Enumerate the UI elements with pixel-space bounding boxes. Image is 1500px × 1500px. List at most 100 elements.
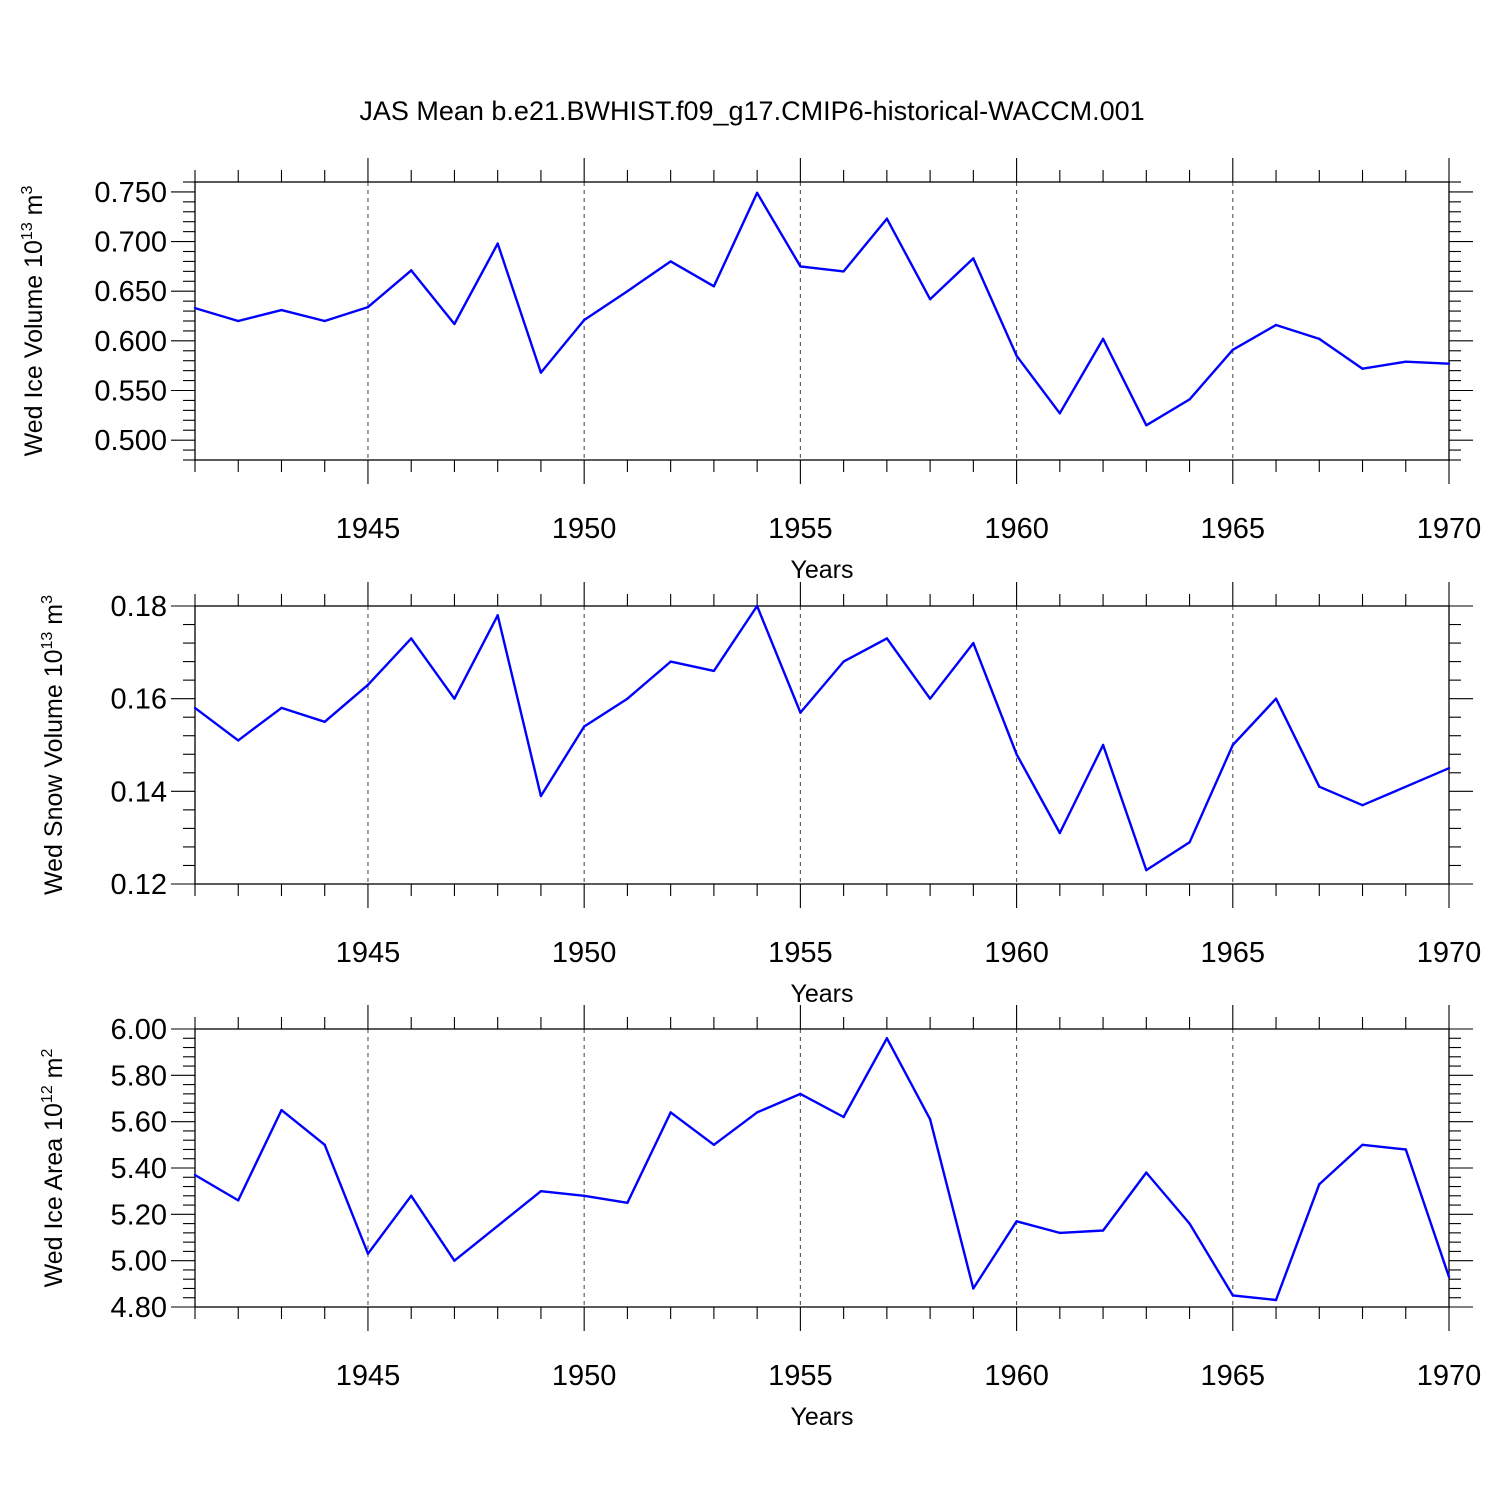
data-point-1962 xyxy=(1101,1229,1105,1232)
y-tick-label-0.700: 0.700 xyxy=(94,227,167,259)
x-tick-label-1955: 1955 xyxy=(768,1360,833,1392)
plot-frame xyxy=(194,181,1450,461)
figure-title: JAS Mean b.e21.BWHIST.f09_g17.CMIP6-hist… xyxy=(359,96,1144,126)
x-tick-label-1965: 1965 xyxy=(1201,513,1266,545)
y-tick-label-5.40: 5.40 xyxy=(111,1153,167,1185)
data-point-1963 xyxy=(1145,1171,1148,1174)
data-point-1950 xyxy=(582,318,586,322)
y-axis-title-part: Wed Ice Area 10 xyxy=(40,1103,68,1287)
y-axis-title: Wed Snow Volume 1013 m3 xyxy=(39,595,68,895)
data-point-1953 xyxy=(712,669,716,673)
series-line-wed-ice-area xyxy=(194,1037,1451,1302)
x-tick-label-1970: 1970 xyxy=(1417,937,1482,969)
data-point-1956 xyxy=(842,660,845,663)
y-tick-label-0.500: 0.500 xyxy=(94,425,167,457)
data-point-1957 xyxy=(885,637,889,640)
data-point-1963 xyxy=(1145,868,1148,872)
x-tick-label-1945: 1945 xyxy=(336,513,401,545)
y-tick-label-5.00: 5.00 xyxy=(111,1246,167,1278)
plot-frame xyxy=(194,1028,1450,1308)
data-point-1955 xyxy=(799,265,802,268)
x-tick-label-1950: 1950 xyxy=(552,513,617,545)
data-point-1961 xyxy=(1058,1231,1062,1235)
data-point-1970 xyxy=(1447,362,1451,365)
data-point-1945 xyxy=(366,1252,370,1255)
y-axis-title-superscript: 13 xyxy=(19,222,36,240)
data-point-1954 xyxy=(755,191,759,195)
data-point-1966 xyxy=(1274,697,1278,700)
data-point-1964 xyxy=(1188,398,1191,401)
x-tick-label-1960: 1960 xyxy=(984,513,1049,545)
y-axis-title-part: m xyxy=(40,1057,68,1085)
data-point-1942 xyxy=(237,319,240,323)
data-point-1968 xyxy=(1361,367,1364,370)
y-tick-label-4.80: 4.80 xyxy=(111,1292,167,1324)
plot-frame xyxy=(194,605,1450,885)
x-tick-label-1965: 1965 xyxy=(1201,1360,1266,1392)
data-point-1947 xyxy=(453,322,456,326)
data-point-1957 xyxy=(885,1037,889,1040)
y-tick-label-0.650: 0.650 xyxy=(94,276,167,308)
x-tick-label-1945: 1945 xyxy=(336,1360,401,1392)
data-point-1942 xyxy=(237,739,240,742)
data-point-1960 xyxy=(1015,1220,1018,1223)
data-point-1958 xyxy=(928,1118,932,1121)
data-point-1955 xyxy=(799,711,802,714)
data-point-1958 xyxy=(928,297,932,301)
data-point-1948 xyxy=(496,614,499,617)
data-point-1943 xyxy=(280,1108,283,1112)
data-point-1969 xyxy=(1404,785,1407,788)
data-point-1943 xyxy=(280,308,283,312)
y-tick-label-5.20: 5.20 xyxy=(111,1199,167,1231)
data-point-1943 xyxy=(280,706,283,710)
data-point-1969 xyxy=(1404,1148,1407,1151)
data-point-1944 xyxy=(323,319,326,323)
data-point-1949 xyxy=(539,1189,543,1193)
data-point-1959 xyxy=(972,641,975,645)
data-point-1953 xyxy=(712,285,716,288)
data-point-1967 xyxy=(1318,785,1321,788)
y-tick-label-5.80: 5.80 xyxy=(111,1060,167,1092)
data-point-1968 xyxy=(1361,1143,1364,1147)
data-point-1944 xyxy=(323,720,326,724)
data-point-1945 xyxy=(366,683,370,686)
data-point-1951 xyxy=(626,1201,629,1204)
x-tick-label-1955: 1955 xyxy=(768,937,833,969)
y-axis-title-superscript: 13 xyxy=(39,632,56,650)
data-point-1952 xyxy=(669,260,672,263)
data-point-1959 xyxy=(972,1287,975,1290)
data-point-1962 xyxy=(1101,337,1105,341)
y-axis-title-part: m xyxy=(40,604,68,632)
series-line-wed-snow-volume xyxy=(194,604,1450,872)
chart-panel-2: 1945 1950 1955 1960 1965 1970 0.12 0.14 0.16 0.18… xyxy=(39,582,1481,1008)
data-point-1969 xyxy=(1404,360,1407,363)
data-point-1951 xyxy=(626,697,629,700)
data-point-1946 xyxy=(410,1194,413,1198)
y-tick-label-0.18: 0.18 xyxy=(111,591,167,623)
x-tick-label-1950: 1950 xyxy=(552,937,617,969)
data-point-1967 xyxy=(1318,1183,1321,1186)
data-point-1962 xyxy=(1101,743,1105,747)
y-axis-title-superscript: 3 xyxy=(19,185,36,194)
data-point-1945 xyxy=(366,305,370,309)
x-tick-label-1970: 1970 xyxy=(1417,1360,1482,1392)
data-point-1942 xyxy=(237,1199,240,1202)
x-tick-label-1960: 1960 xyxy=(984,1360,1049,1392)
data-point-1957 xyxy=(885,217,889,220)
data-point-1948 xyxy=(496,1224,499,1228)
x-tick-label-1965: 1965 xyxy=(1201,937,1266,969)
y-tick-label-5.60: 5.60 xyxy=(111,1107,167,1139)
y-axis-title-superscript: 12 xyxy=(39,1085,56,1103)
data-point-1941 xyxy=(193,706,197,710)
x-tick-label-1955: 1955 xyxy=(768,513,833,545)
data-point-1950 xyxy=(582,725,586,728)
series-line-wed-ice-volume xyxy=(194,191,1450,427)
data-point-1944 xyxy=(323,1143,326,1147)
data-point-1954 xyxy=(755,1111,759,1114)
y-tick-label-0.550: 0.550 xyxy=(94,376,167,408)
data-point-1970 xyxy=(1447,1275,1451,1279)
y-axis-title: Wed Ice Volume 1013 m3 xyxy=(19,185,48,456)
chart-panel-1: 1945 1950 1955 1960 1965 1970 0.500 0.550 0.600 0… xyxy=(19,158,1481,584)
y-axis-title: Wed Ice Area 1012 m2 xyxy=(39,1048,68,1287)
data-point-1941 xyxy=(193,306,197,310)
